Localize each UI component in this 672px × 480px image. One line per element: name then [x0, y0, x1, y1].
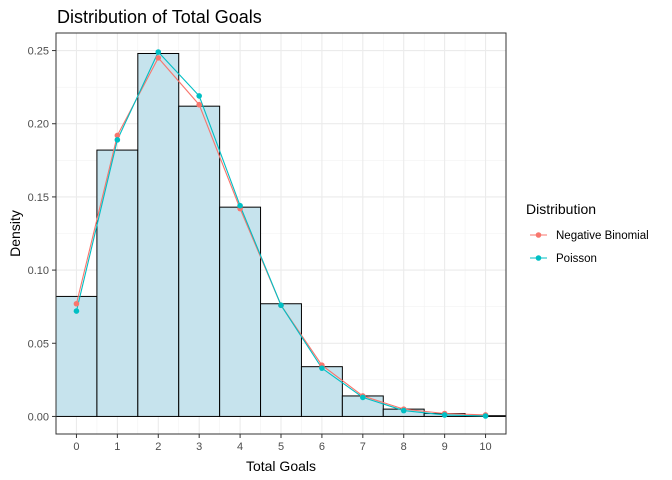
legend-label-negative-binomial: Negative Binomial — [556, 230, 649, 242]
y-tick-label: 0.20 — [28, 119, 49, 131]
series-point-poisson — [360, 394, 366, 401]
x-tick-label: 7 — [360, 441, 366, 453]
series-point-poisson — [73, 308, 80, 314]
legend-label-poisson: Poisson — [556, 253, 597, 265]
series-point-poisson — [237, 202, 243, 209]
histogram-bar — [55, 295, 98, 417]
y-tick-label: 0.10 — [28, 265, 49, 277]
y-axis-title: Density — [7, 210, 23, 257]
legend-key-point-poisson — [535, 255, 542, 261]
series-point-negative-binomial — [196, 101, 202, 108]
y-tick-label: 0.25 — [28, 46, 49, 58]
x-axis-title: Total Goals — [246, 458, 316, 474]
series-point-poisson — [400, 407, 407, 414]
x-tick-label: 6 — [319, 441, 325, 453]
y-tick-label: 0.15 — [28, 192, 49, 204]
histogram-bar — [219, 206, 262, 417]
x-tick-label: 2 — [155, 441, 161, 453]
series-point-poisson — [319, 365, 325, 371]
histogram-bar — [178, 105, 221, 417]
histogram-bar — [300, 366, 343, 417]
series-point-poisson — [155, 49, 162, 55]
x-tick-label: 3 — [196, 441, 202, 453]
series-point-poisson — [441, 412, 448, 418]
series-point-poisson — [482, 413, 489, 419]
x-tick-label: 9 — [442, 441, 448, 453]
series-point-poisson — [278, 302, 284, 309]
y-axis: 0.00 0.05 0.10 0.15 0.20 0.25 — [28, 46, 56, 423]
histogram-bar — [260, 303, 302, 417]
x-tick-label: 5 — [278, 441, 284, 453]
histogram-bar — [137, 52, 180, 417]
legend-title: Distribution — [526, 201, 596, 217]
histogram-bars — [55, 52, 507, 417]
series-point-poisson — [196, 93, 202, 99]
x-tick-label: 4 — [237, 441, 243, 453]
series-point-negative-binomial — [73, 300, 80, 307]
series-point-poisson — [114, 137, 121, 143]
x-tick-label: 0 — [73, 441, 79, 453]
x-axis: 0 1 2 3 4 5 6 7 8 9 10 — [73, 434, 492, 453]
x-tick-label: 10 — [479, 441, 491, 453]
legend: Distribution Negative Binomial Poisson — [526, 201, 649, 265]
legend-key-point-negative-binomial — [535, 232, 542, 238]
plot-area — [55, 32, 507, 435]
histogram-bar — [96, 149, 139, 417]
x-tick-label: 1 — [114, 441, 120, 453]
series-point-negative-binomial — [155, 55, 162, 61]
series-point-negative-binomial — [114, 132, 121, 139]
chart-title: Distribution of Total Goals — [57, 7, 262, 27]
y-tick-label: 0.00 — [28, 411, 49, 423]
y-tick-label: 0.05 — [28, 338, 49, 350]
legend-items: Negative Binomial Poisson — [530, 230, 649, 265]
series-points — [73, 49, 489, 419]
x-tick-label: 8 — [401, 441, 407, 453]
